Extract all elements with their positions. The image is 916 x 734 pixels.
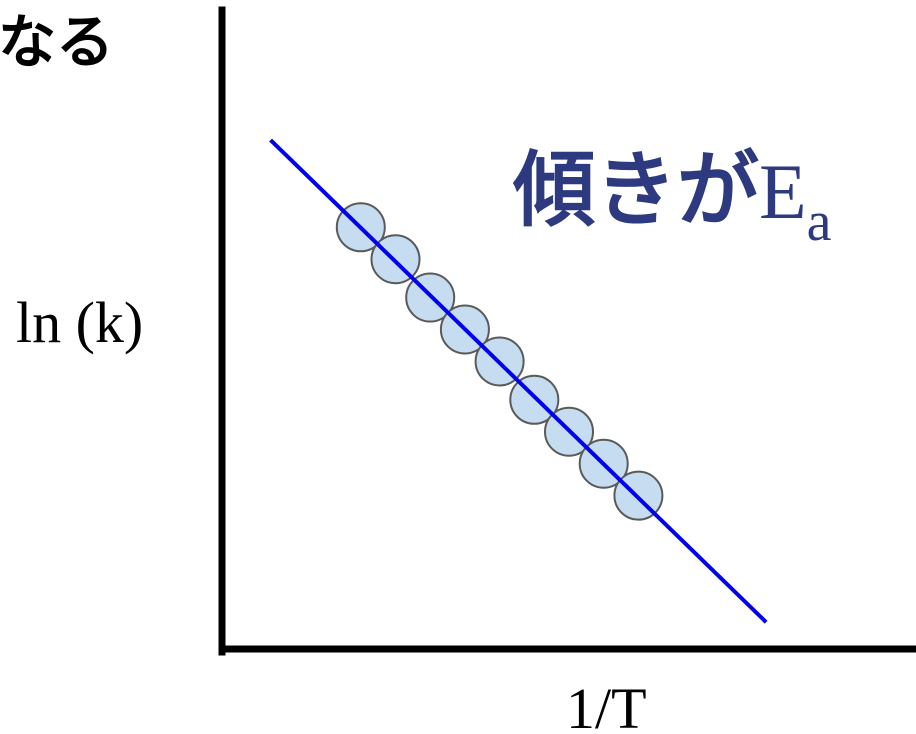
- activation-energy-subscript: a: [807, 191, 832, 253]
- fit-line: [269, 138, 768, 624]
- data-point-6: [509, 374, 560, 425]
- x-axis-label: 1/T: [566, 676, 647, 734]
- y-axis-label: ln (k): [16, 290, 143, 355]
- activation-energy-symbol: E: [759, 148, 807, 235]
- slope-annotation-prefix: 傾きが: [512, 143, 759, 238]
- top-text-fragment: なる: [0, 8, 114, 76]
- slope-annotation: 傾きがEa: [512, 143, 832, 253]
